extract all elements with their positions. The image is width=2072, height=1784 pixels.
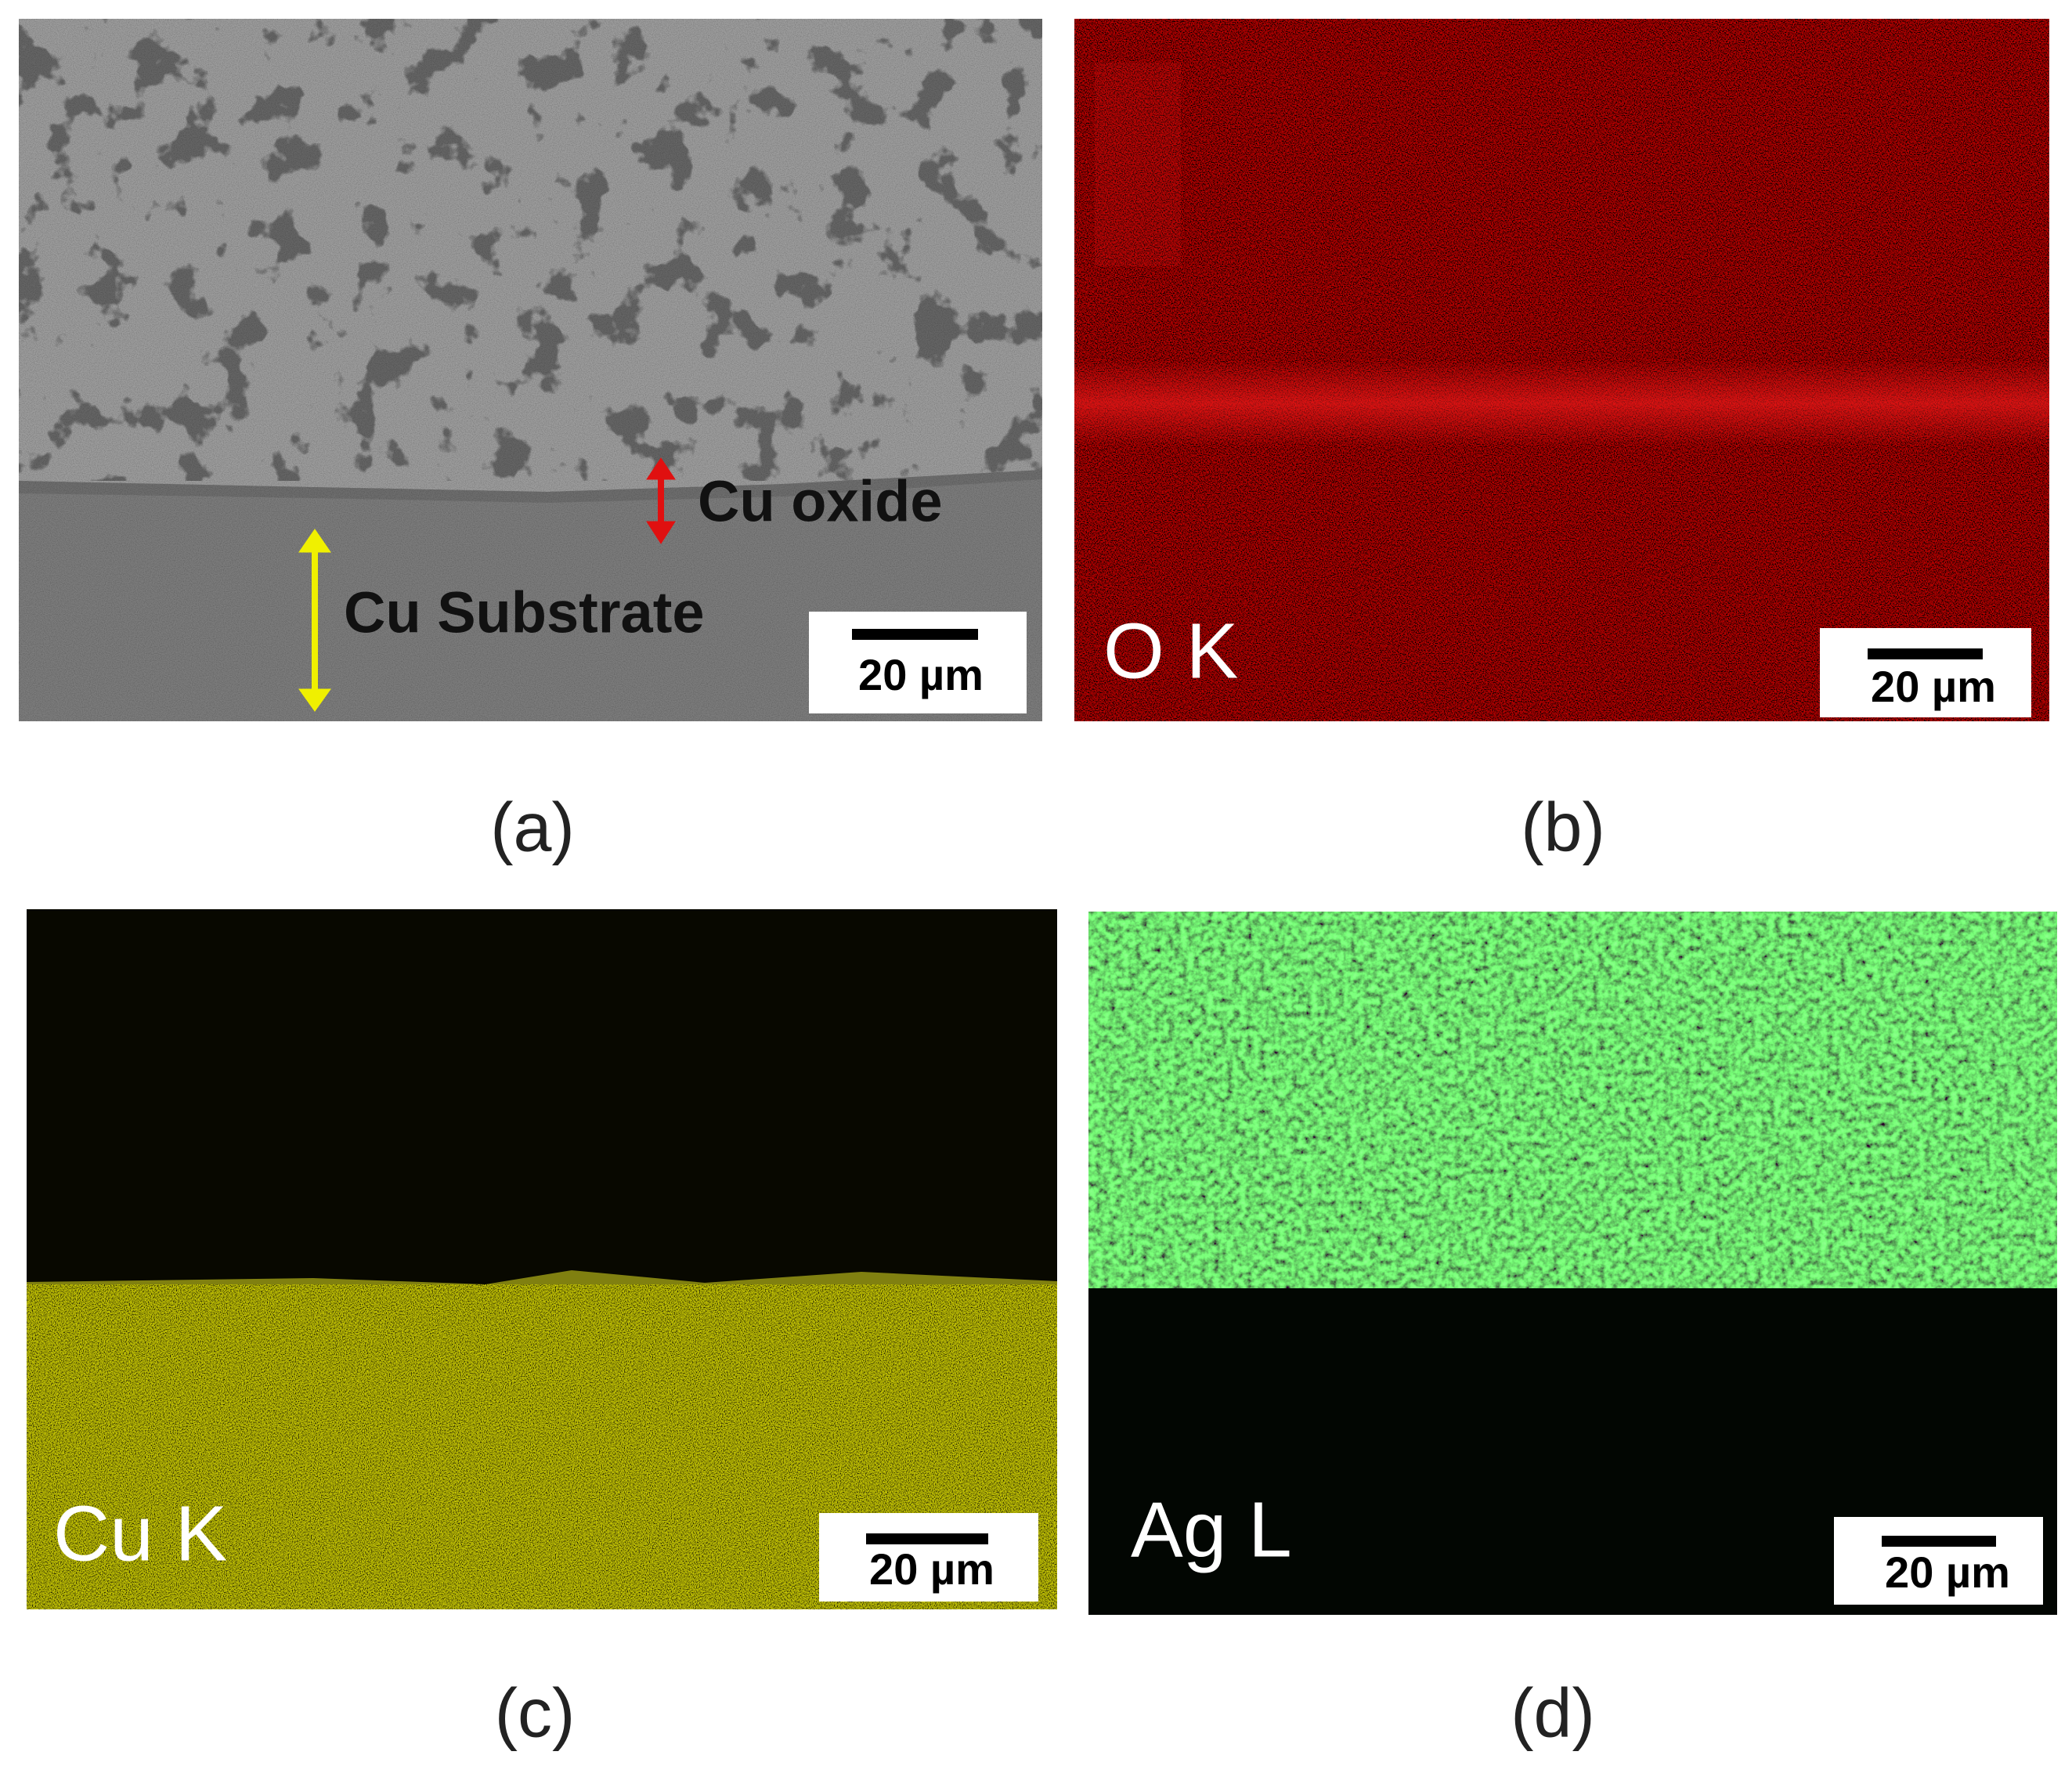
scale-bar: [866, 1533, 988, 1544]
panel-b: O K 20 µm: [1074, 19, 2049, 721]
element-label: O K: [1103, 607, 1238, 695]
oxide-band: [1074, 360, 2049, 446]
element-label: Cu K: [53, 1490, 227, 1577]
oxide-arrow: [646, 457, 676, 544]
caption: (b): [1521, 788, 1605, 865]
caption: (c): [495, 1674, 576, 1751]
scale-bar-box: [1834, 1517, 2043, 1605]
substrate-arrow: [298, 529, 331, 712]
scale-bar: [1882, 1536, 1996, 1547]
scale-bar: [852, 629, 978, 640]
scale-bar-label: 20 µm: [869, 1544, 994, 1594]
scale-bar: [1868, 648, 1983, 659]
annotation: Cu oxide: [698, 469, 942, 534]
scale-bar-label: 20 µm: [858, 650, 984, 699]
silver-region: [1088, 912, 2057, 1288]
element-label: Ag L: [1131, 1486, 1292, 1573]
panel-a: Cu oxide Cu Substrate 20 µm: [19, 19, 1042, 721]
oxygen-spot: [1095, 63, 1181, 266]
scale-bar-box: [809, 612, 1027, 713]
caption: (a): [490, 788, 575, 865]
scale-bar-label: 20 µm: [1871, 662, 1996, 711]
annotation: Cu Substrate: [344, 580, 705, 645]
scale-bar-box: [819, 1513, 1038, 1602]
grain: [19, 19, 1042, 721]
scale-bar-box: [1820, 628, 2031, 717]
caption: (d): [1511, 1674, 1595, 1751]
panel-c: Cu K 20 µm: [27, 909, 1057, 1609]
scale-bar-label: 20 µm: [1885, 1547, 2010, 1597]
panel-d: Ag L 20 µm: [1088, 912, 2057, 1615]
